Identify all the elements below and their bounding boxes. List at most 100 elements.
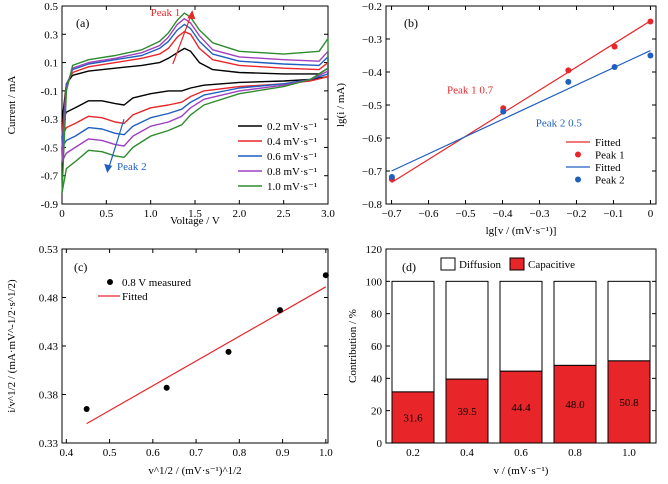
- panel-b-legend-label-1: Peak 1: [595, 150, 625, 162]
- panel-b-log-plot: −0.7 −0.6 −0.5 −0.4 −0.3 −0.2 −0.1 0 −0.2 −0.3 −0.…: [335, 1, 657, 237]
- panel-d-bar-diffusion-4: [607, 280, 651, 362]
- panel-d-ytick-label: 80: [371, 309, 383, 321]
- panel-d-legend: Diffusion Capacitive: [440, 257, 575, 271]
- panel-c-ytick-label: 0.38: [39, 390, 59, 402]
- panel-d-bar-diffusion-3: [553, 280, 597, 366]
- panel-b-ytick-label: −0.6: [362, 133, 382, 145]
- panel-c-xtick-label: 0.4: [59, 447, 73, 459]
- panel-b-point-1-3: [611, 64, 618, 71]
- peak1-label: Peak 1: [151, 7, 181, 19]
- panel-a-ytick-label: 0.1: [44, 58, 58, 70]
- panel-a-xtick-label: 3.0: [321, 208, 335, 220]
- panel-d-ylabel: Contribution / %: [347, 309, 359, 383]
- panel-c-fit-line: [86, 286, 327, 425]
- panel-b-peak2-slope: Peak 2 0.5: [536, 117, 583, 129]
- panel-c-point-1: [163, 384, 170, 391]
- panel-c-xtick-label: 0.9: [276, 447, 290, 459]
- panel-b-point-1-2: [565, 78, 572, 85]
- panel-c-ytick-label: 0.48: [39, 293, 59, 305]
- panel-b-ytick-label: −0.5: [362, 100, 382, 112]
- panel-d-bar-capacitive-2: [499, 370, 543, 444]
- panel-a-xlabel: Voltage / V: [170, 215, 220, 227]
- panel-d-ytick-label: 20: [371, 406, 383, 418]
- panel-b-xtick-label: −0.7: [382, 208, 402, 220]
- panel-d-ticks: 0.2 0.4 0.6 0.8 1.0 120 100 80 60 40 20 0: [366, 244, 656, 459]
- panel-d-bar-capacitive-4: [607, 360, 651, 444]
- panel-d-legend-capacitive: Capacitive: [528, 259, 575, 271]
- panel-c-point-2: [225, 348, 232, 355]
- panel-b-legend-swatch-1: [575, 151, 581, 158]
- panel-a-plot-area: [61, 12, 329, 193]
- panel-b-point-0-2: [565, 67, 572, 74]
- panel-c-point-3: [276, 307, 283, 314]
- panel-a-cv-curves: 0 0.5 1.0 1.5 2.0 2.5 3.0 0.5 0.3 0.1 -0.1 -0.3 -0.5…: [6, 1, 335, 227]
- panel-a-ytick-label: 0.5: [44, 1, 58, 13]
- peak2-label: Peak 2: [117, 161, 147, 173]
- panel-b-ytick-label: −0.3: [362, 34, 382, 46]
- panel-b-ytick-label: −0.7: [362, 166, 382, 178]
- panel-a-label: (a): [76, 16, 89, 30]
- panel-b-peak1-slope: Peak 1 0.7: [447, 84, 494, 96]
- panel-b-plot-area: [388, 18, 654, 184]
- panel-d-xtick-label: 0.2: [406, 447, 420, 459]
- panel-c-legend-dot: [107, 279, 113, 285]
- panel-b-xtick-label: −0.5: [456, 208, 476, 220]
- panel-c-point-4: [322, 272, 329, 279]
- panel-b-ticks: −0.7 −0.6 −0.5 −0.4 −0.3 −0.2 −0.1 0 −0.2 −0.3 −0.…: [362, 1, 656, 220]
- panel-a-xtick-label: 1.0: [144, 208, 158, 220]
- panel-b-legend-swatch-3: [575, 176, 581, 183]
- panel-d-legend-diffusion-swatch: [440, 257, 456, 271]
- panel-b-ytick-label: −0.4: [362, 67, 382, 79]
- panel-c-legend-fitted: Fitted: [122, 291, 148, 303]
- legend-label-0: 0.2 mV·s⁻¹: [267, 121, 317, 133]
- panel-b-xtick-label: −0.3: [530, 208, 550, 220]
- panel-b-point-0-3: [611, 43, 618, 50]
- panel-b-point-1-0: [388, 173, 395, 180]
- panel-d-ytick-label: 120: [366, 244, 383, 256]
- panel-d-xtick-label: 1.0: [622, 447, 636, 459]
- panel-c-xtick-label: 0.5: [103, 447, 117, 459]
- panel-d-bar-capacitive-0: [391, 391, 435, 444]
- peak1-arrow-line: [172, 11, 193, 65]
- panel-d-bar-capacitive-3: [553, 364, 597, 444]
- panel-a-ytick-label: 0.3: [44, 29, 58, 41]
- panel-b-point-1-4: [647, 52, 654, 59]
- panel-c-xtick-label: 1.0: [319, 447, 333, 459]
- panel-c-ylabel: i/v^1/2 / (mA·mV^-1/2·s^1/2): [6, 279, 18, 413]
- panel-d-xtick-label: 0.6: [514, 447, 528, 459]
- panel-d-plot-area: 31.6 39.5 44.4 48.0 50.8: [391, 280, 651, 444]
- panel-c-xlabel: v^1/2 / (mV·s⁻¹)^1/2: [148, 465, 241, 477]
- panel-a-xtick-label: 2.0: [232, 208, 246, 220]
- panel-d-bar-value-0: 31.6: [403, 412, 423, 424]
- panel-a-ytick-label: -0.1: [41, 86, 58, 98]
- panel-d-ytick-label: 60: [371, 341, 383, 353]
- panel-d-bar-value-4: 50.8: [619, 397, 639, 409]
- panel-d-bar-diffusion-1: [445, 280, 489, 380]
- panel-c-ticks: 0.4 0.5 0.6 0.7 0.8 0.9 1.0 0.53 0.48 0.43 0.38 0.3…: [39, 244, 333, 459]
- panel-a-xtick-label: 2.5: [277, 208, 291, 220]
- panel-a-ytick-label: -0.3: [41, 114, 59, 126]
- panel-d-bar-diffusion-2: [499, 280, 543, 372]
- panel-a-ticks: 0 0.5 1.0 1.5 2.0 2.5 3.0 0.5 0.3 0.1 -0.1 -0.3 -0.5…: [41, 1, 336, 220]
- panel-b-point-0-4: [647, 18, 654, 25]
- panel-d-bar-value-2: 44.4: [511, 402, 531, 414]
- panel-a-cv-curve-4: [61, 12, 329, 193]
- panel-c-ytick-label: 0.33: [39, 438, 59, 450]
- panel-c-xtick-label: 0.7: [189, 447, 203, 459]
- panel-b-ylabel: lg(i / mA): [335, 83, 347, 127]
- panel-d-label: (d): [402, 260, 416, 274]
- panel-c-ytick-label: 0.53: [39, 244, 59, 256]
- panel-a-annotations: Peak 1 Peak 2: [104, 7, 196, 173]
- legend-label-2: 0.6 mV·s⁻¹: [267, 151, 317, 163]
- panel-b-annotations: Peak 1 0.7 Peak 2 0.5: [447, 84, 582, 129]
- panel-b-xlabel: lg[v / (mV·s⁻¹)]: [486, 225, 557, 237]
- panel-c-frame: [61, 248, 329, 444]
- panel-b-xtick-label: −0.1: [603, 208, 623, 220]
- panel-b-xtick-label: 0: [648, 208, 654, 220]
- panel-a-legend: 0.2 mV·s⁻¹ 0.4 mV·s⁻¹ 0.6 mV·s⁻¹ 0.8 mV·s⁻¹…: [238, 121, 317, 193]
- panel-d-contribution-bars: 0.2 0.4 0.6 0.8 1.0 120 100 80 60 40 20 0 31.6 39.5 4…: [347, 244, 657, 477]
- panel-d-bar-value-1: 39.5: [457, 406, 477, 418]
- legend-label-3: 0.8 mV·s⁻¹: [267, 166, 317, 178]
